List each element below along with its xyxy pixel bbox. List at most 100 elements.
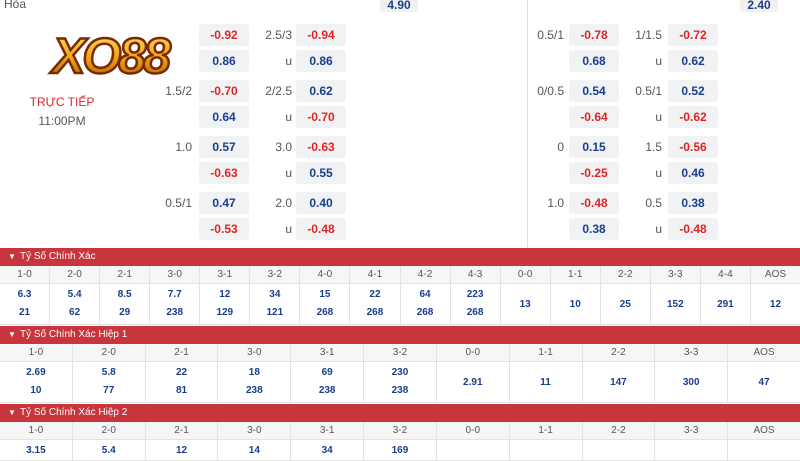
score-odds-home[interactable]: 64 bbox=[419, 289, 431, 300]
score-odds-home[interactable]: 169 bbox=[391, 445, 409, 456]
score-odds-home[interactable]: 22 bbox=[175, 367, 188, 378]
score-odds-home[interactable]: 6.3 bbox=[17, 289, 32, 300]
score-odds-home[interactable]: 14 bbox=[248, 445, 260, 456]
left_rows-handicap-away-odds[interactable]: 0.64 bbox=[199, 106, 249, 128]
score-odds-away[interactable]: 238 bbox=[391, 385, 409, 396]
left_rows-over-odds[interactable]: 0.40 bbox=[296, 192, 346, 214]
section-title: Tỷ Số Chính Xác Hiệp 2 bbox=[20, 407, 128, 418]
score-odds-home[interactable]: 5.4 bbox=[101, 445, 116, 456]
score-odds[interactable]: 300 bbox=[682, 376, 700, 388]
score-odds-home[interactable]: 12 bbox=[219, 289, 231, 300]
score-odds-home[interactable]: 230 bbox=[391, 367, 409, 378]
score-table: 1-0 2.69 10 2-0 5.8 77 2-1 22 81 3-0 18 238 3-1 69 238… bbox=[0, 344, 800, 403]
draw-odds-right[interactable]: 2.40 bbox=[740, 0, 778, 12]
left_rows-under-odds[interactable]: -0.70 bbox=[296, 106, 346, 128]
score-odds-home[interactable]: 12 bbox=[175, 445, 188, 456]
score-odds-home[interactable]: 34 bbox=[321, 445, 333, 456]
right_rows-handicap-home-odds[interactable]: -0.78 bbox=[569, 24, 619, 46]
score-odds-away[interactable]: 268 bbox=[466, 307, 484, 318]
left_rows-handicap-home-odds[interactable]: -0.70 bbox=[199, 80, 249, 102]
right_rows-over-odds[interactable]: 0.38 bbox=[668, 192, 718, 214]
score-label: 3-3 bbox=[655, 344, 728, 362]
score-odds-away[interactable]: 81 bbox=[175, 385, 188, 396]
left_rows-handicap-away-odds[interactable]: -0.53 bbox=[199, 218, 249, 240]
section-header[interactable]: ▼ Tỷ Số Chính Xác bbox=[0, 248, 800, 266]
score-odds-home[interactable]: 3.15 bbox=[26, 445, 46, 456]
section-header[interactable]: ▼ Tỷ Số Chính Xác Hiệp 1 bbox=[0, 326, 800, 344]
score-odds-home[interactable]: 7.7 bbox=[167, 289, 182, 300]
score-odds[interactable]: 10 bbox=[569, 298, 581, 310]
score-odds[interactable]: 152 bbox=[667, 298, 684, 310]
left_rows-over-odds[interactable]: 0.62 bbox=[296, 80, 346, 102]
left_rows-under-odds[interactable]: 0.86 bbox=[296, 50, 346, 72]
left_rows-over-odds[interactable]: -0.63 bbox=[296, 136, 346, 158]
left_rows-handicap-away-odds[interactable]: 0.86 bbox=[199, 50, 249, 72]
right_rows-handicap-home-odds[interactable]: -0.48 bbox=[569, 192, 619, 214]
right_rows-under-odds[interactable]: -0.48 bbox=[668, 218, 718, 240]
right_rows-under-odds[interactable]: -0.62 bbox=[668, 106, 718, 128]
score-odds[interactable]: 291 bbox=[717, 298, 734, 310]
right_rows-handicap-away-odds[interactable]: 0.68 bbox=[569, 50, 619, 72]
score-odds-away[interactable]: 129 bbox=[216, 307, 234, 318]
score-odds[interactable]: 147 bbox=[610, 376, 627, 388]
score-odds-home[interactable]: 22 bbox=[369, 289, 381, 300]
score-label: 3-1 bbox=[291, 344, 364, 362]
score-odds-home[interactable]: 5.4 bbox=[67, 289, 82, 300]
score-odds-home[interactable]: 8.5 bbox=[117, 289, 132, 300]
right_rows-over-odds[interactable]: 0.52 bbox=[668, 80, 718, 102]
right_rows-under-odds[interactable]: 0.62 bbox=[668, 50, 718, 72]
score-odds-away[interactable]: 238 bbox=[246, 385, 263, 396]
score-column: 0-0 bbox=[436, 422, 510, 460]
score-odds-away[interactable]: 238 bbox=[318, 385, 336, 396]
score-odds-home[interactable]: 69 bbox=[321, 367, 333, 378]
right_rows-under-odds[interactable]: 0.46 bbox=[668, 162, 718, 184]
score-label: 2-0 bbox=[72, 422, 145, 440]
score-column: AOS 12 bbox=[750, 266, 800, 324]
score-odds-away[interactable]: 238 bbox=[166, 307, 184, 318]
score-odds-away[interactable]: 29 bbox=[119, 307, 131, 318]
left_rows-under-odds[interactable]: -0.48 bbox=[296, 218, 346, 240]
left_rows-under-odds[interactable]: 0.55 bbox=[296, 162, 346, 184]
score-odds[interactable]: 2.91 bbox=[463, 376, 483, 388]
score-odds-home[interactable]: 18 bbox=[248, 367, 260, 378]
score-odds[interactable]: 12 bbox=[769, 298, 782, 310]
score-column: 3-1 34 bbox=[291, 422, 365, 460]
right_rows-over-odds[interactable]: -0.72 bbox=[668, 24, 718, 46]
score-odds-away[interactable]: 62 bbox=[69, 307, 81, 318]
left_rows-handicap-line: 1.0 bbox=[175, 140, 192, 154]
score-odds-away[interactable]: 21 bbox=[18, 307, 31, 318]
score-odds-away[interactable]: 268 bbox=[316, 307, 334, 318]
score-odds-away[interactable]: 77 bbox=[103, 385, 115, 396]
right_rows-handicap-away-odds[interactable]: 0.38 bbox=[569, 218, 619, 240]
left_rows-handicap-home-odds[interactable]: 0.47 bbox=[199, 192, 249, 214]
score-label: 4-1 bbox=[350, 266, 400, 284]
left_rows-handicap-home-odds[interactable]: -0.92 bbox=[199, 24, 249, 46]
score-odds-away[interactable]: 121 bbox=[266, 307, 284, 318]
score-odds[interactable]: 47 bbox=[758, 376, 770, 388]
section-header[interactable]: ▼ Tỷ Số Chính Xác Hiệp 2 bbox=[0, 404, 800, 422]
score-label: 1-1 bbox=[509, 344, 582, 362]
left_rows-over-odds[interactable]: -0.94 bbox=[296, 24, 346, 46]
score-odds-home[interactable]: 5.8 bbox=[101, 367, 116, 378]
right_rows-handicap-away-odds[interactable]: -0.64 bbox=[569, 106, 619, 128]
draw-odds-left[interactable]: 4.90 bbox=[380, 0, 418, 12]
score-odds[interactable]: 25 bbox=[619, 298, 631, 310]
score-odds-away[interactable]: 268 bbox=[366, 307, 384, 318]
score-odds-home[interactable]: 15 bbox=[319, 289, 331, 300]
xo88-logo: XO88 bbox=[48, 28, 176, 84]
score-odds[interactable]: 13 bbox=[519, 298, 531, 310]
score-odds-home[interactable]: 34 bbox=[269, 289, 281, 300]
right_rows-over-odds[interactable]: -0.56 bbox=[668, 136, 718, 158]
left_rows-handicap-away-odds[interactable]: -0.63 bbox=[199, 162, 249, 184]
left_rows-handicap-home-odds[interactable]: 0.57 bbox=[199, 136, 249, 158]
right_rows-handicap-home-odds[interactable]: 0.15 bbox=[569, 136, 619, 158]
score-odds-home[interactable]: 2.69 bbox=[26, 367, 46, 378]
right_rows-handicap-away-odds[interactable]: -0.25 bbox=[569, 162, 619, 184]
right_rows-handicap-home-odds[interactable]: 0.54 bbox=[569, 80, 619, 102]
score-column: 3-0 14 bbox=[218, 422, 292, 460]
score-odds[interactable]: 11 bbox=[540, 376, 551, 388]
score-odds-home[interactable]: 223 bbox=[466, 289, 484, 300]
score-odds-away[interactable]: 10 bbox=[30, 385, 42, 396]
score-label: 4-0 bbox=[300, 266, 350, 284]
score-odds-away[interactable]: 268 bbox=[416, 307, 434, 318]
